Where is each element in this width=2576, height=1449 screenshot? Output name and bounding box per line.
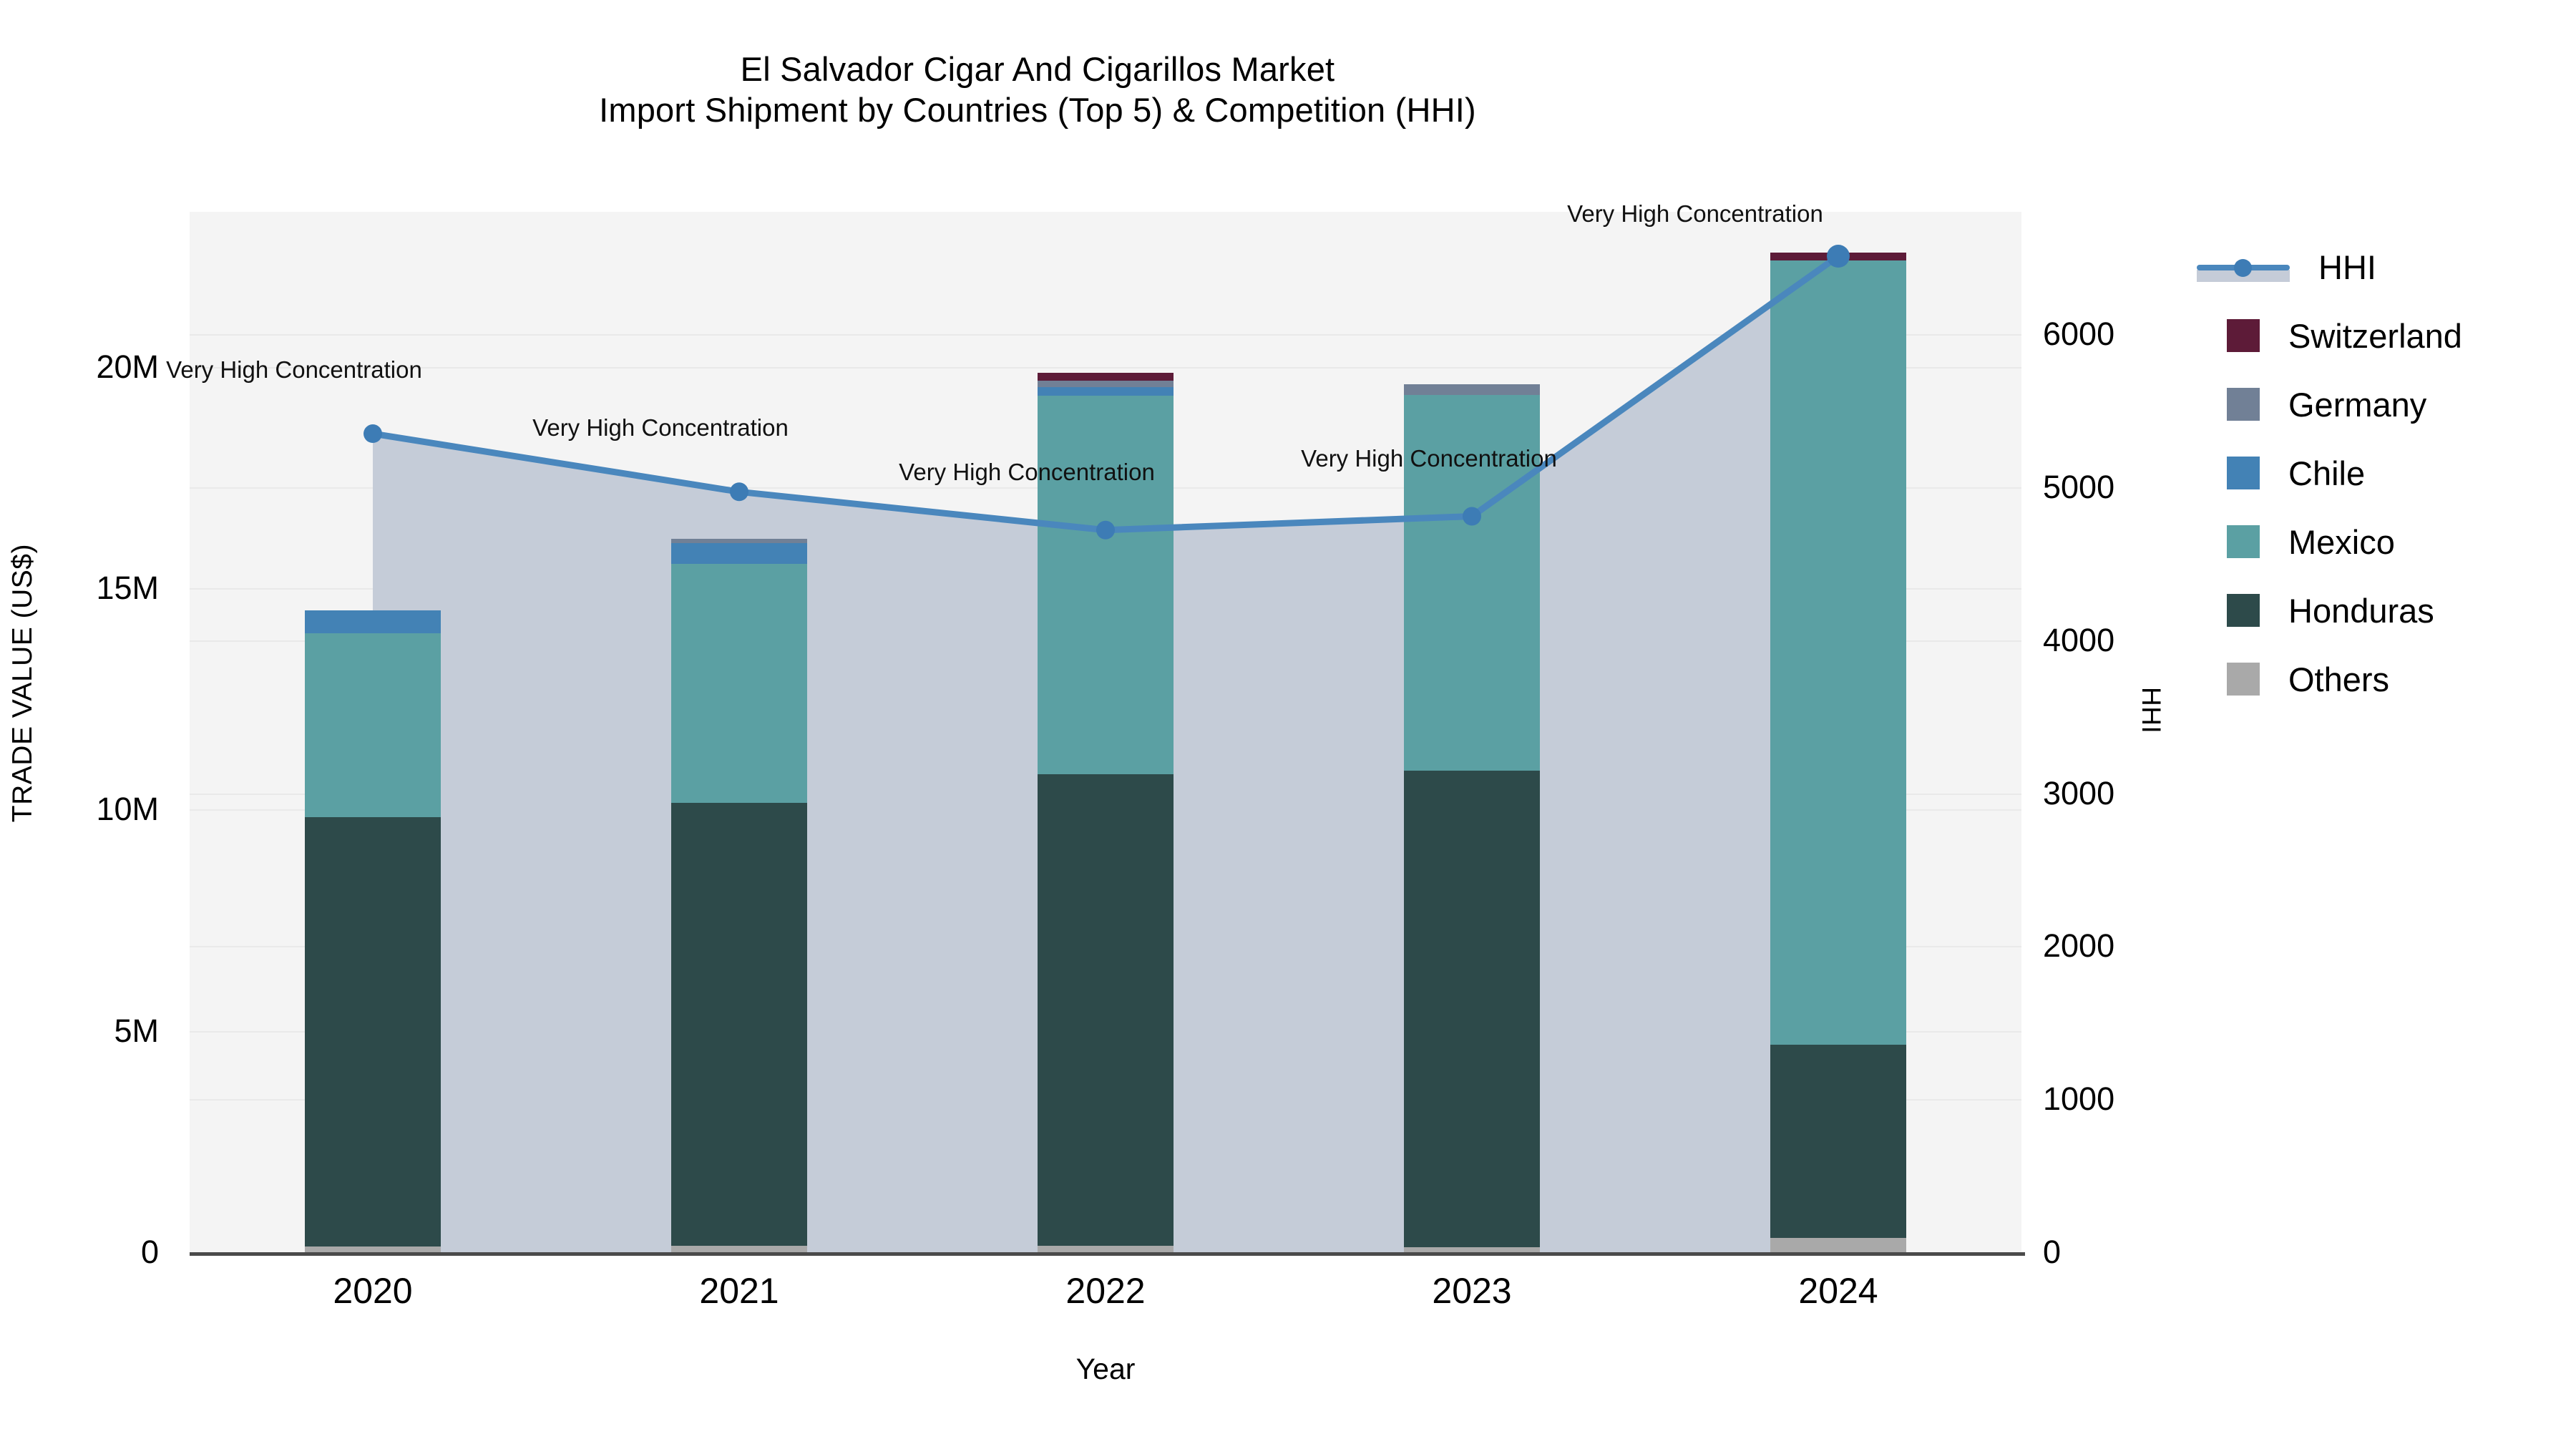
legend-label: Germany: [2288, 385, 2427, 424]
x-axis-tick-2022: 2022: [1065, 1271, 1146, 1311]
hhi-line-series: [364, 245, 1850, 540]
x-axis-line: [190, 1252, 2025, 1256]
bar-segment[interactable]: [1404, 394, 1540, 771]
y-axis-left-tick: 20M: [96, 348, 159, 385]
legend-label: Mexico: [2288, 522, 2395, 561]
concentration-annotation: Very High Concentration: [166, 356, 422, 384]
legend-label: Chile: [2288, 454, 2366, 492]
y-axis-right-label: HHI: [2137, 687, 2166, 734]
concentration-annotation: Very High Concentration: [1301, 444, 1557, 472]
y-axis-right-tick: 2000: [2043, 927, 2115, 965]
bar-segment[interactable]: [305, 610, 441, 634]
square-swatch-icon: [2227, 319, 2260, 352]
legend-item-chile[interactable]: Chile: [2197, 439, 2462, 507]
hhi-polyline: [369, 253, 1842, 534]
bar-segment[interactable]: [1038, 774, 1174, 1246]
y-axis-right-tick: 5000: [2043, 468, 2115, 505]
legend-item-hhi[interactable]: HHI: [2197, 233, 2462, 301]
chart-title-line-1: El Salvador Cigar And Cigarillos Market: [740, 50, 1335, 88]
bar-group[interactable]: [305, 212, 441, 1252]
y-axis-right-tick: 3000: [2043, 774, 2115, 811]
y-axis-right-tick: 4000: [2043, 621, 2115, 658]
bar-segment[interactable]: [671, 538, 807, 544]
legend-label: Honduras: [2288, 591, 2434, 630]
hhi-data-point[interactable]: [1096, 520, 1115, 540]
bar-segment[interactable]: [1038, 373, 1174, 381]
hhi-data-point[interactable]: [1463, 507, 1481, 526]
bar-series-layer: [190, 212, 2021, 1252]
bar-segment[interactable]: [305, 633, 441, 817]
bar-segment[interactable]: [1038, 380, 1174, 388]
bar-segment[interactable]: [671, 1245, 807, 1252]
x-axis-tick-2021: 2021: [699, 1271, 779, 1311]
bar-segment[interactable]: [671, 803, 807, 1246]
legend-label: HHI: [2318, 248, 2376, 286]
legend-item-switzerland[interactable]: Switzerland: [2197, 301, 2462, 370]
bar-segment[interactable]: [1770, 1237, 1906, 1252]
square-swatch-icon: [2227, 594, 2260, 627]
x-axis-label: Year: [1075, 1352, 1136, 1385]
square-swatch-icon: [2227, 663, 2260, 696]
bar-group[interactable]: [1404, 212, 1540, 1252]
hhi-data-point[interactable]: [730, 482, 748, 502]
bar-segment[interactable]: [1038, 396, 1174, 775]
bar-segment[interactable]: [1038, 1246, 1174, 1252]
x-axis-tick-2020: 2020: [333, 1271, 413, 1311]
concentration-annotation: Very High Concentration: [1567, 200, 1823, 227]
y-axis-left-tick: 5M: [114, 1012, 159, 1049]
y-axis-left-tick: 15M: [96, 569, 159, 606]
bar-segment[interactable]: [671, 543, 807, 564]
gridline: [190, 366, 2021, 369]
bar-segment[interactable]: [305, 1246, 441, 1252]
legend-item-honduras[interactable]: Honduras: [2197, 576, 2462, 645]
bar-segment[interactable]: [1404, 1246, 1540, 1252]
bar-segment[interactable]: [1770, 260, 1906, 1045]
square-swatch-icon: [2227, 388, 2260, 421]
gridline-secondary: [190, 334, 2021, 336]
y-axis-left-tick: 10M: [96, 791, 159, 828]
square-swatch-icon: [2227, 525, 2260, 558]
legend-item-germany[interactable]: Germany: [2197, 370, 2462, 439]
bar-segment[interactable]: [1404, 771, 1540, 1247]
bar-group[interactable]: [1038, 212, 1174, 1252]
line-marker-icon: [2197, 250, 2290, 283]
y-axis-right-tick: 0: [2043, 1234, 2062, 1270]
hhi-data-point[interactable]: [364, 424, 382, 444]
plot-area: [190, 212, 2021, 1252]
legend-item-mexico[interactable]: Mexico: [2197, 507, 2462, 576]
concentration-annotation: Very High Concentration: [532, 414, 789, 441]
hhi-data-point[interactable]: [1827, 245, 1850, 268]
bar-segment[interactable]: [1038, 387, 1174, 396]
bar-segment[interactable]: [1770, 1045, 1906, 1238]
legend-label: Others: [2288, 660, 2390, 698]
bar-group[interactable]: [671, 212, 807, 1252]
legend-label: Switzerland: [2288, 316, 2462, 355]
y-axis-left-label: TRADE VALUE (US$): [7, 544, 38, 823]
chart-title-line-2: Import Shipment by Countries (Top 5) & C…: [599, 91, 1476, 130]
chart-title: El Salvador Cigar And Cigarillos Market …: [0, 49, 2075, 131]
y-axis-left-tick: 0: [140, 1234, 159, 1270]
y-axis-right-tick: 6000: [2043, 316, 2115, 353]
bar-segment[interactable]: [671, 563, 807, 803]
bar-segment[interactable]: [305, 816, 441, 1246]
bar-group[interactable]: [1770, 212, 1906, 1252]
legend-item-others[interactable]: Others: [2197, 645, 2462, 713]
x-axis-tick-2024: 2024: [1798, 1271, 1878, 1311]
y-axis-right-tick: 1000: [2043, 1080, 2115, 1118]
bar-segment[interactable]: [1404, 384, 1540, 395]
x-axis-tick-2023: 2023: [1432, 1271, 1512, 1311]
concentration-annotation: Very High Concentration: [899, 458, 1155, 485]
square-swatch-icon: [2227, 457, 2260, 489]
chart-legend[interactable]: HHI Switzerland Germany Chile Mexico Honduras…: [2197, 233, 2462, 713]
